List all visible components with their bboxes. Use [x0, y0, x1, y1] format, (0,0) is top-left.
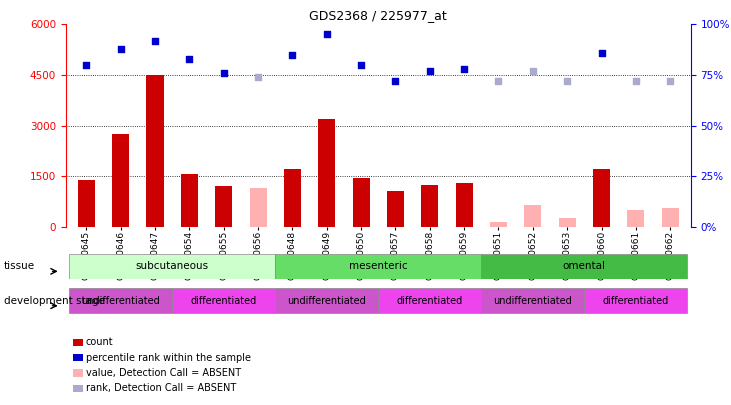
Bar [490, 222, 507, 227]
Text: tissue: tissue [4, 261, 35, 271]
Bar [481, 288, 584, 313]
Text: undifferentiated: undifferentiated [287, 296, 366, 306]
Text: subcutaneous: subcutaneous [136, 261, 209, 271]
Text: count: count [86, 337, 113, 347]
Point [596, 49, 607, 56]
Text: undifferentiated: undifferentiated [493, 296, 572, 306]
Bar [662, 208, 679, 227]
Point [80, 62, 92, 68]
Point [149, 37, 161, 44]
Text: value, Detection Call = ABSENT: value, Detection Call = ABSENT [86, 368, 240, 378]
Bar [284, 169, 301, 227]
Point [321, 31, 333, 38]
Bar [276, 288, 379, 313]
Point [493, 78, 504, 84]
Point [458, 66, 470, 72]
Point [664, 78, 676, 84]
Bar [627, 210, 645, 227]
Bar [558, 218, 576, 227]
Point [390, 78, 401, 84]
Text: differentiated: differentiated [397, 296, 463, 306]
Bar [387, 192, 404, 227]
Point [527, 68, 539, 74]
Point [183, 55, 195, 62]
Bar [249, 188, 267, 227]
Bar [69, 288, 173, 313]
Bar [112, 134, 129, 227]
Point [630, 78, 642, 84]
Point [218, 70, 230, 76]
Point [115, 45, 126, 52]
Bar [181, 175, 198, 227]
Bar [593, 169, 610, 227]
Text: differentiated: differentiated [603, 296, 669, 306]
Bar [481, 254, 687, 279]
Bar [379, 288, 481, 313]
Title: GDS2368 / 225977_at: GDS2368 / 225977_at [309, 9, 447, 22]
Text: undifferentiated: undifferentiated [81, 296, 160, 306]
Point [252, 74, 264, 80]
Text: mesenteric: mesenteric [349, 261, 408, 271]
Bar [421, 185, 439, 227]
Bar [69, 254, 276, 279]
Bar [173, 288, 276, 313]
Text: development stage: development stage [4, 296, 105, 305]
Bar [318, 119, 336, 227]
Bar [455, 183, 473, 227]
Text: percentile rank within the sample: percentile rank within the sample [86, 353, 251, 362]
Text: differentiated: differentiated [191, 296, 257, 306]
Bar [584, 288, 687, 313]
Point [287, 51, 298, 58]
Point [424, 68, 436, 74]
Bar [215, 186, 232, 227]
Bar [352, 178, 370, 227]
Bar [146, 75, 164, 227]
Text: rank, Detection Call = ABSENT: rank, Detection Call = ABSENT [86, 384, 236, 393]
Point [561, 78, 573, 84]
Point [355, 62, 367, 68]
Bar [524, 205, 542, 227]
Bar [77, 179, 95, 227]
Text: omental: omental [563, 261, 606, 271]
Bar [276, 254, 481, 279]
